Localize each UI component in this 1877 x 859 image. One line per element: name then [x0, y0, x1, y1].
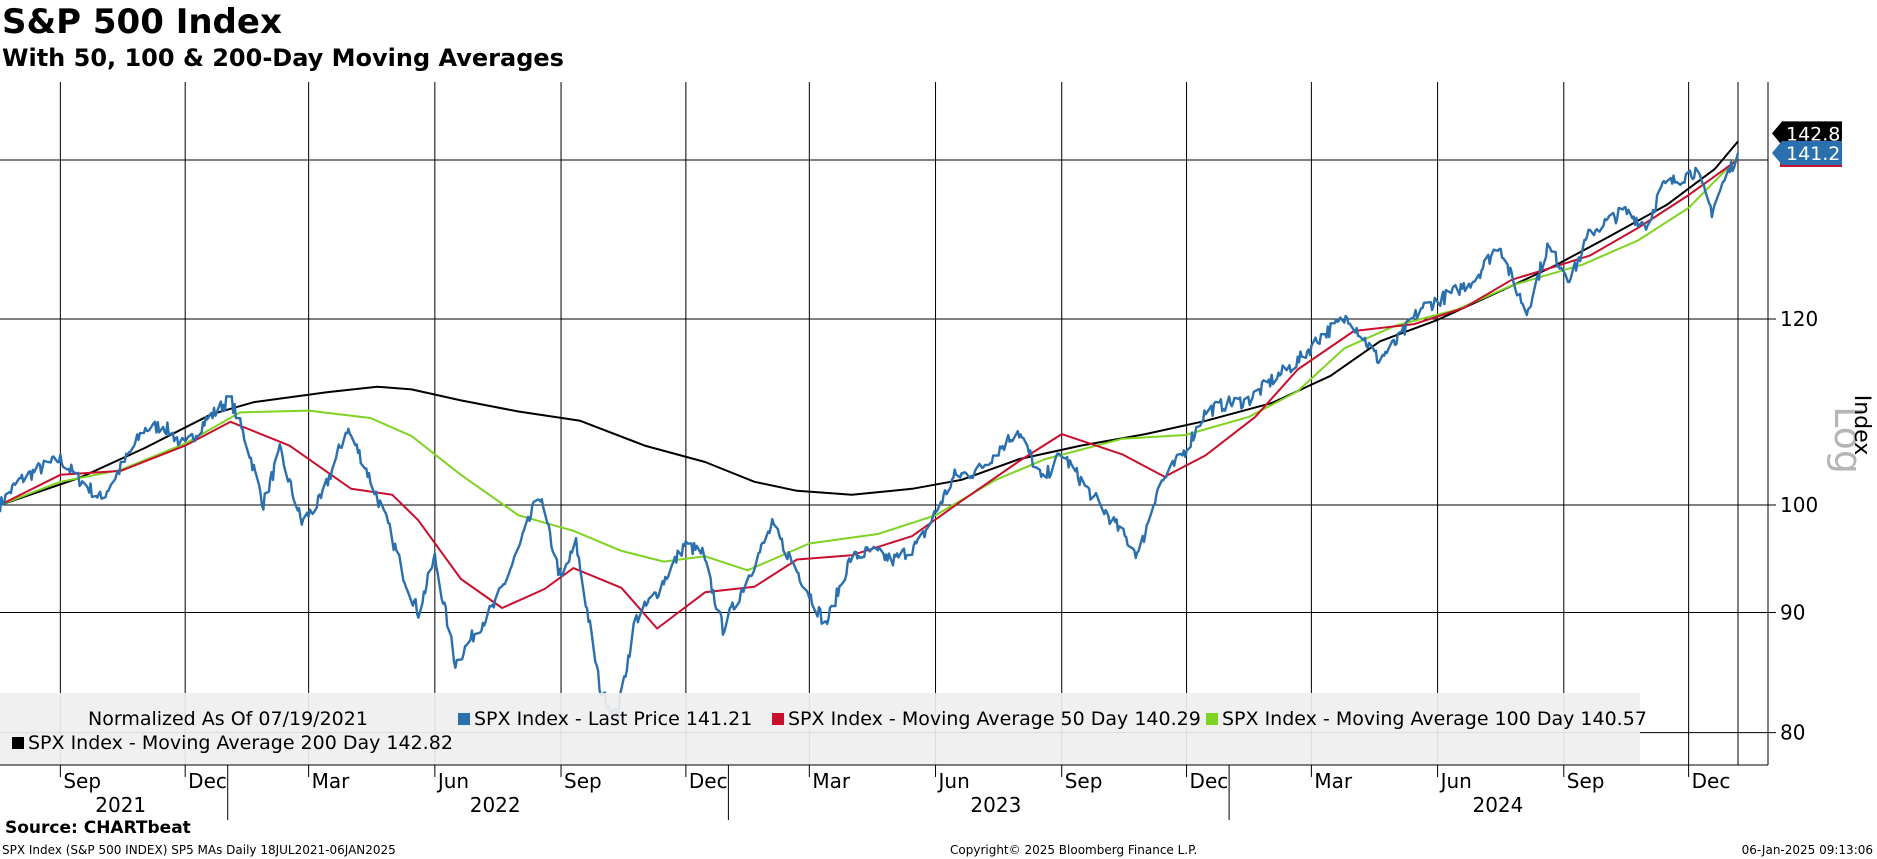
x-tick-label: Sep — [1567, 769, 1605, 793]
x-year-label: 2024 — [1472, 793, 1523, 817]
y-tick-label: 90 — [1780, 600, 1805, 624]
series-line-ma100 — [0, 156, 1739, 572]
x-tick-label: Jun — [436, 769, 469, 793]
x-tick-label: Sep — [63, 769, 101, 793]
last-value-badges: 142.82 141.21 — [1772, 121, 1852, 167]
series-layer — [0, 140, 1740, 723]
footer-copyright: Copyright© 2025 Bloomberg Finance L.P. — [950, 843, 1198, 857]
x-tick-label: Sep — [1065, 769, 1103, 793]
legend: Normalized As Of 07/19/2021 SPX Index - … — [0, 693, 1647, 765]
series-line-ma50 — [0, 158, 1739, 630]
chart-subtitle: With 50, 100 & 200-Day Moving Averages — [2, 44, 564, 72]
x-tick-label: Mar — [1314, 769, 1353, 793]
x-tick-label: Sep — [564, 769, 602, 793]
log-scale-label: Log — [1826, 406, 1870, 474]
last-value-badge-price — [1772, 140, 1842, 165]
legend-entry-ma100: SPX Index - Moving Average 100 Day 140.5… — [1222, 708, 1647, 730]
x-tick-label: Jun — [1439, 769, 1472, 793]
legend-swatch-ma200 — [12, 737, 24, 749]
x-tick-label: Dec — [689, 769, 728, 793]
last-value-badge-ma200 — [1772, 121, 1842, 146]
x-tick-label: Mar — [312, 769, 351, 793]
chart-title: S&P 500 Index — [2, 2, 282, 42]
last-value-label-price: 141.21 — [1786, 143, 1852, 165]
series-line-ma200 — [0, 140, 1739, 506]
axis-layer: Sep Dec Mar Jun Sep Dec Mar Jun Sep Dec Mar Jun Sep D… — [0, 82, 1818, 820]
legend-normalized-note: Normalized As Of 07/19/2021 — [88, 708, 368, 730]
series-line-price — [0, 152, 1740, 723]
footer-series-info: SPX Index (S&P 500 INDEX) SP5 MAs Daily … — [2, 843, 396, 857]
x-tick-label: Dec — [188, 769, 227, 793]
x-year-label: 2023 — [970, 793, 1021, 817]
y-tick-label: 120 — [1780, 307, 1818, 331]
legend-entry-ma200: SPX Index - Moving Average 200 Day 142.8… — [28, 732, 453, 754]
footer-timestamp: 06-Jan-2025 09:13:06 — [1741, 843, 1873, 857]
source-label: Source: CHARTbeat — [5, 818, 191, 838]
x-tick-label: Jun — [937, 769, 970, 793]
x-year-label: 2022 — [470, 793, 521, 817]
x-tick-label: Mar — [812, 769, 851, 793]
x-tick-label: Dec — [1190, 769, 1229, 793]
grid-layer — [0, 82, 1768, 765]
y-tick-label: 80 — [1780, 721, 1805, 745]
legend-swatch-ma50 — [772, 713, 784, 725]
x-year-label: 2021 — [95, 793, 146, 817]
legend-entry-ma50: SPX Index - Moving Average 50 Day 140.29 — [788, 708, 1201, 730]
y-tick-label: 100 — [1780, 493, 1818, 517]
legend-swatch-ma100 — [1206, 713, 1218, 725]
last-value-label-ma200: 142.82 — [1786, 123, 1852, 145]
legend-background — [0, 693, 1640, 765]
y-axis-label: Index — [1849, 395, 1874, 456]
legend-entry-price: SPX Index - Last Price 141.21 — [474, 708, 752, 730]
legend-swatch-price — [458, 713, 470, 725]
x-tick-label: Dec — [1692, 769, 1731, 793]
